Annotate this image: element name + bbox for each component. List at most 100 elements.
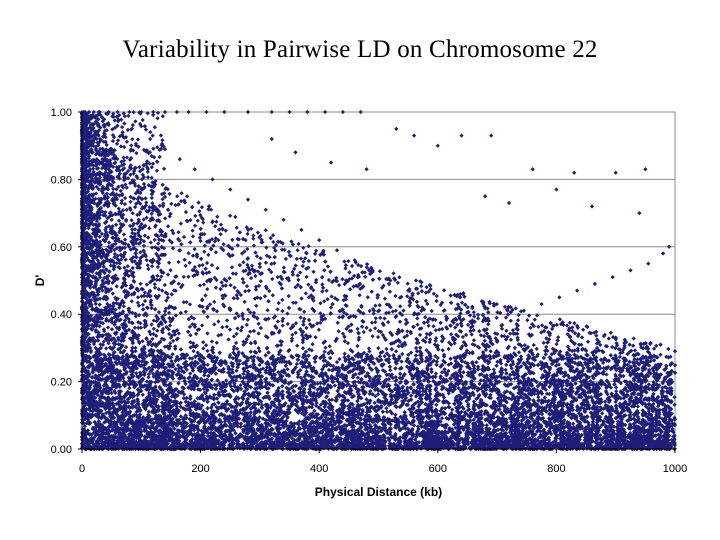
- data-point: [322, 299, 327, 304]
- data-point: [234, 331, 239, 337]
- data-point: [413, 278, 419, 283]
- data-point: [397, 275, 402, 280]
- data-point: [287, 109, 292, 115]
- data-point: [417, 332, 423, 338]
- data-point: [506, 200, 512, 206]
- data-point: [223, 283, 228, 288]
- data-point: [147, 161, 152, 166]
- data-point: [121, 155, 126, 160]
- data-point: [204, 109, 209, 115]
- data-point: [146, 235, 151, 240]
- data-point: [666, 244, 672, 249]
- data-point: [135, 295, 141, 300]
- data-point: [592, 281, 598, 287]
- data-point: [293, 300, 298, 305]
- data-point: [411, 423, 417, 428]
- data-point: [136, 312, 142, 318]
- data-point: [135, 137, 141, 142]
- data-point: [121, 232, 127, 237]
- data-point: [151, 318, 156, 323]
- data-point: [144, 257, 149, 263]
- data-point: [489, 133, 494, 138]
- data-point: [384, 409, 390, 415]
- data-point: [196, 200, 201, 205]
- data-point: [145, 169, 150, 175]
- data-point: [197, 263, 202, 268]
- data-point: [660, 251, 666, 256]
- data-point: [525, 318, 530, 323]
- data-point: [234, 368, 239, 373]
- data-point: [165, 224, 171, 229]
- data-point: [248, 349, 253, 354]
- data-point: [299, 296, 304, 301]
- data-point: [181, 234, 187, 240]
- data-point: [557, 295, 562, 300]
- data-point: [114, 284, 119, 289]
- data-point: [104, 346, 109, 351]
- data-point: [130, 122, 136, 128]
- data-point: [411, 133, 417, 138]
- data-point: [637, 210, 642, 216]
- data-point: [233, 340, 239, 346]
- data-point: [130, 211, 135, 216]
- data-point: [124, 139, 130, 144]
- data-point: [149, 322, 154, 327]
- data-point: [155, 116, 160, 121]
- data-point: [486, 322, 491, 327]
- data-point: [115, 109, 120, 115]
- data-point: [130, 137, 135, 142]
- data-point: [210, 177, 215, 182]
- data-point: [459, 133, 464, 138]
- data-point: [91, 166, 96, 171]
- data-point: [149, 165, 154, 170]
- data-point: [144, 282, 150, 287]
- data-point: [448, 293, 453, 298]
- data-point: [218, 232, 223, 237]
- data-point: [245, 197, 251, 202]
- data-point: [173, 366, 178, 372]
- data-point: [257, 264, 263, 270]
- data-point: [468, 328, 473, 334]
- data-point: [503, 315, 509, 320]
- data-point: [197, 283, 203, 288]
- data-point: [435, 143, 440, 148]
- data-point: [298, 270, 303, 275]
- data-point: [335, 320, 340, 325]
- data-point: [414, 349, 420, 354]
- data-point: [280, 323, 285, 328]
- data-point: [162, 109, 168, 115]
- data-point: [152, 285, 158, 290]
- data-point: [243, 289, 248, 294]
- data-point: [229, 265, 235, 270]
- data-point: [115, 138, 121, 143]
- data-point: [178, 221, 184, 226]
- data-point: [336, 282, 342, 288]
- data-point: [296, 277, 301, 283]
- data-point: [132, 227, 138, 232]
- data-point: [306, 282, 311, 287]
- data-point: [126, 113, 131, 119]
- data-point: [134, 371, 139, 376]
- data-point: [215, 266, 220, 271]
- data-point: [613, 399, 618, 404]
- data-point: [232, 285, 237, 290]
- data-point: [203, 343, 209, 348]
- data-point: [413, 345, 419, 351]
- data-point: [539, 301, 544, 307]
- data-point: [666, 346, 671, 352]
- data-point: [155, 328, 160, 333]
- data-point: [299, 227, 304, 233]
- data-point: [105, 325, 111, 330]
- data-point: [521, 308, 526, 313]
- data-point: [114, 141, 120, 146]
- data-point: [305, 109, 310, 115]
- data-point: [263, 207, 268, 212]
- data-point: [346, 258, 351, 264]
- data-point: [94, 184, 99, 190]
- data-point: [122, 121, 127, 126]
- data-point: [384, 406, 389, 411]
- data-point: [142, 290, 147, 295]
- data-point: [608, 330, 613, 335]
- data-point: [248, 329, 253, 334]
